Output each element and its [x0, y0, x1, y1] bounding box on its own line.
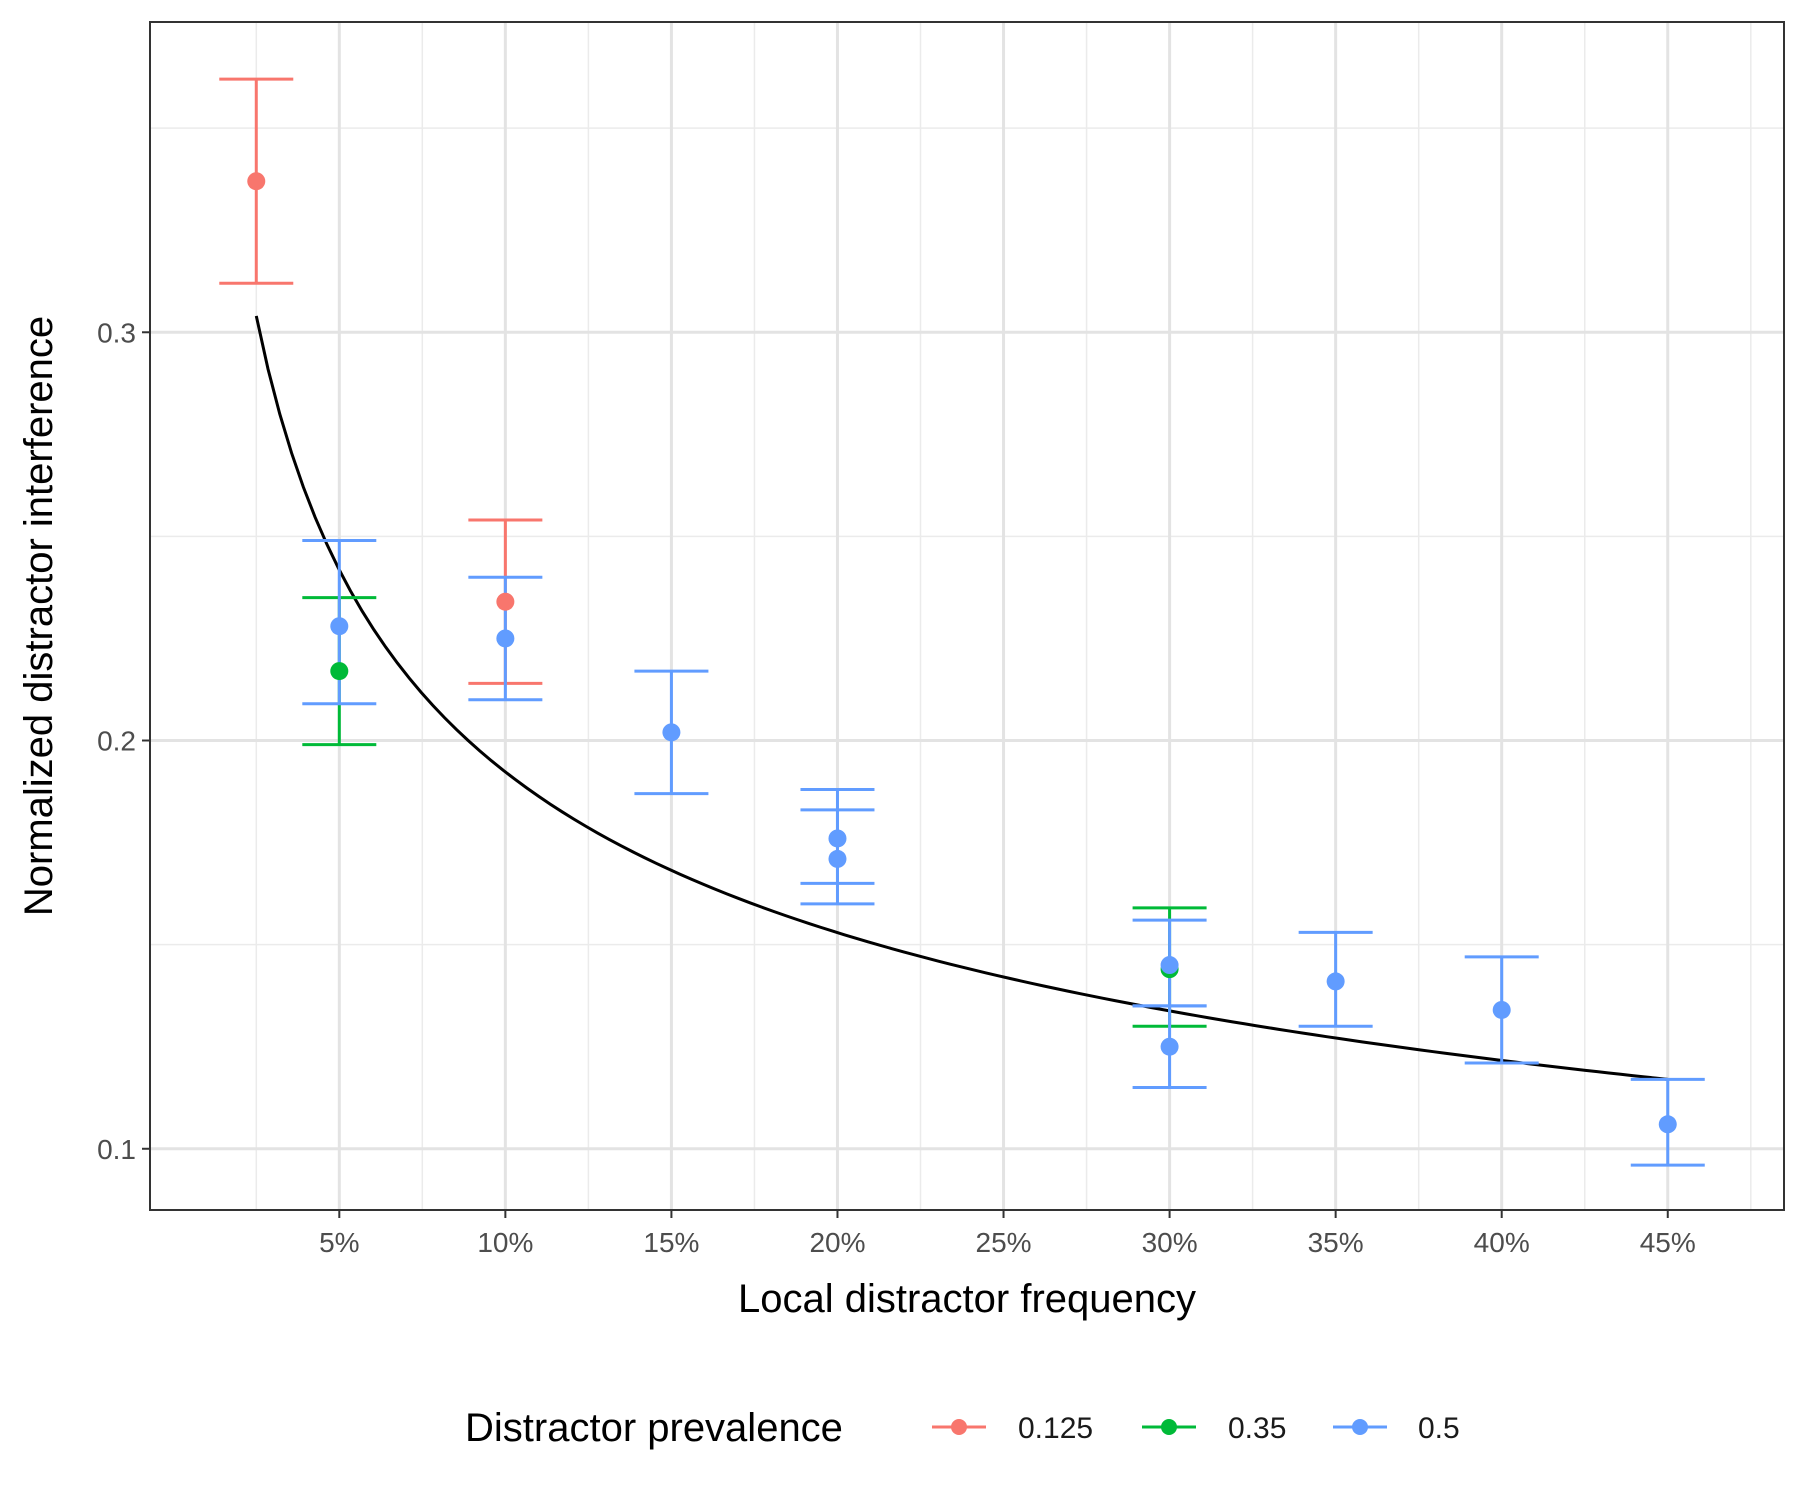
point-0-5-6	[1160, 1037, 1179, 1056]
point-0-5-2	[662, 723, 681, 742]
plot-panel-border	[149, 21, 1785, 1211]
x-axis-ticks: 5% 10% 15% 20% 25% 30% 35% 40% 45%	[319, 1210, 1696, 1258]
fit-curve-layer	[254, 315, 1668, 1081]
point-0-5-3	[828, 829, 847, 848]
x-tick-label-1: 10%	[477, 1227, 533, 1258]
point-0-5-9	[1658, 1115, 1677, 1134]
legend-key-point-0-5	[1352, 1419, 1368, 1435]
legend-label-0-5: 0.5	[1418, 1412, 1460, 1445]
legend-key-point-0-35	[1161, 1419, 1177, 1435]
x-tick-label-0: 5%	[319, 1227, 359, 1258]
legend-key-0-5: 0.5	[1333, 1412, 1460, 1445]
y-tick-label-0: 0.1	[97, 1134, 136, 1165]
x-tick-label-7: 40%	[1474, 1227, 1530, 1258]
point-0-125-1	[496, 592, 515, 611]
legend-title: Distractor prevalence	[465, 1406, 843, 1450]
point-0-5-0	[330, 617, 349, 636]
plot-panel-background	[150, 22, 1784, 1210]
y-axis-ticks: 0.1 0.2 0.3	[97, 317, 150, 1165]
x-tick-label-6: 35%	[1308, 1227, 1364, 1258]
x-axis-title: Local distractor frequency	[738, 1277, 1196, 1321]
point-0-35-0	[330, 662, 349, 681]
y-tick-label-2: 0.3	[97, 317, 136, 348]
point-0-5-4	[828, 849, 847, 868]
fit-curve	[254, 315, 1668, 1081]
point-0-5-7	[1326, 972, 1345, 991]
point-0-125-0	[247, 172, 266, 191]
legend-key-point-0-125	[951, 1419, 967, 1435]
x-tick-label-3: 20%	[809, 1227, 865, 1258]
point-0-5-1	[496, 629, 515, 648]
y-axis-title: Normalized distractor interference	[17, 316, 61, 916]
y-tick-label-1: 0.2	[97, 726, 136, 757]
legend-key-0-35: 0.35	[1142, 1412, 1286, 1445]
legend-label-0-35: 0.35	[1228, 1412, 1286, 1445]
legend-key-0-125: 0.125	[932, 1412, 1093, 1445]
point-0-5-5	[1160, 956, 1179, 975]
x-tick-label-5: 30%	[1142, 1227, 1198, 1258]
point-0-5-8	[1492, 1000, 1511, 1019]
minor-gridlines	[150, 22, 1784, 1210]
legend-label-0-125: 0.125	[1018, 1412, 1093, 1445]
x-tick-label-8: 45%	[1640, 1227, 1696, 1258]
legend: Distractor prevalence 0.125 0.35 0.5	[465, 1406, 1460, 1450]
x-tick-label-4: 25%	[976, 1227, 1032, 1258]
point-layer	[247, 172, 1677, 1134]
x-tick-label-2: 15%	[643, 1227, 699, 1258]
